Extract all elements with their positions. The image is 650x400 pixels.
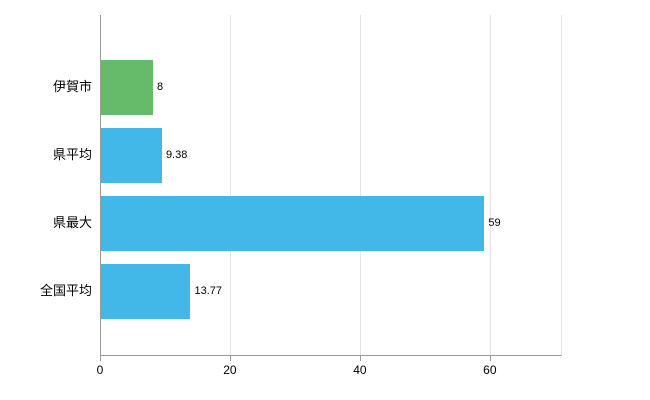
tick-mark <box>359 356 361 361</box>
plot-area: 8 9.38 59 13.77 <box>100 15 562 356</box>
gridline <box>360 15 362 355</box>
category-label: 県最大 <box>52 215 92 230</box>
tick-mark <box>229 356 231 361</box>
category-label: 県平均 <box>52 147 92 162</box>
value-label: 59 <box>488 216 501 229</box>
value-label: 13.77 <box>194 284 222 297</box>
bar-県平均 <box>101 127 162 183</box>
tick-mark <box>100 356 101 361</box>
value-label: 8 <box>156 80 164 93</box>
value-label: 9.38 <box>165 148 188 161</box>
gridline <box>490 15 492 355</box>
x-tick-label: 0 <box>96 363 104 377</box>
x-tick-label: 20 <box>223 363 237 377</box>
category-label: 全国平均 <box>39 283 92 298</box>
x-tick-label: 60 <box>483 363 497 377</box>
x-tick-label: 40 <box>353 363 367 377</box>
category-label: 伊賀市 <box>52 79 92 94</box>
bar-全国平均 <box>101 263 191 319</box>
gridline <box>230 15 232 355</box>
bar-県最大 <box>101 195 485 251</box>
tick-mark <box>489 356 491 361</box>
bar-伊賀市 <box>101 59 153 115</box>
